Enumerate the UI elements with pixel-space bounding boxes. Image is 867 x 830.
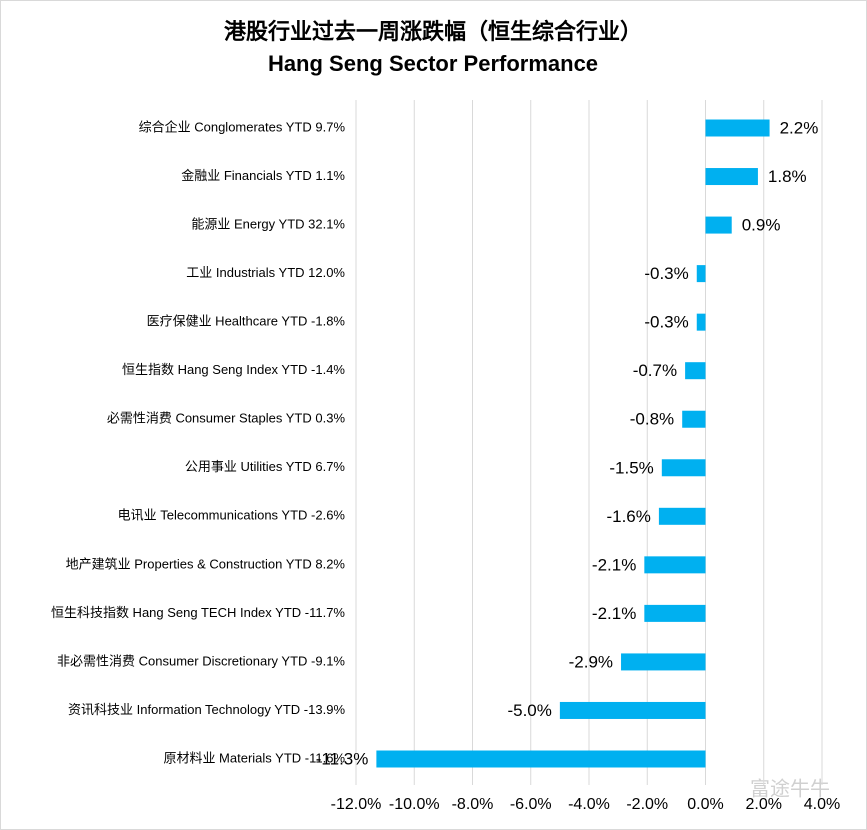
bar	[644, 556, 706, 574]
bar	[621, 653, 706, 671]
value-label: -0.3%	[644, 313, 688, 332]
value-label: -0.8%	[630, 410, 674, 429]
chart-subtitle: Hang Seng Sector Performance	[268, 51, 598, 76]
bar	[658, 507, 706, 525]
y-tick-label: 恒生指数 Hang Seng Index YTD -1.4%	[122, 362, 345, 377]
x-tick-label: 4.0%	[804, 796, 840, 813]
x-tick-label: -4.0%	[568, 796, 610, 813]
y-tick-label: 资讯科技业 Information Technology YTD -13.9%	[68, 702, 345, 717]
x-tick-label: -10.0%	[389, 796, 440, 813]
bar	[696, 265, 706, 283]
value-label: 0.9%	[742, 216, 781, 235]
value-label: -11.3%	[316, 749, 369, 768]
value-label: 2.2%	[780, 118, 819, 137]
y-tick-label: 综合企业 Conglomerates YTD 9.7%	[139, 119, 346, 134]
y-tick-label: 能源业 Energy YTD 32.1%	[191, 217, 345, 232]
value-label: -2.1%	[592, 555, 636, 574]
x-tick-label: 0.0%	[687, 796, 723, 813]
watermark: 富途牛牛	[750, 777, 830, 800]
bar	[661, 459, 706, 477]
x-tick-label: -2.0%	[626, 796, 668, 813]
value-label: -2.1%	[592, 604, 636, 623]
value-label: 1.8%	[768, 167, 807, 186]
x-tick-label: 2.0%	[746, 796, 782, 813]
bar	[696, 313, 706, 331]
value-label: -1.6%	[606, 507, 650, 526]
chart-title: 港股行业过去一周涨跌幅（恒生综合行业）	[224, 19, 642, 44]
x-tick-label: -12.0%	[331, 796, 382, 813]
value-label: -5.0%	[507, 701, 551, 720]
bar	[559, 701, 706, 719]
y-tick-label: 医疗保健业 Healthcare YTD -1.8%	[147, 314, 346, 329]
y-tick-label: 电讯业 Telecommunications YTD -2.6%	[118, 508, 346, 523]
bar	[705, 216, 732, 234]
y-tick-label: 工业 Industrials YTD 12.0%	[186, 265, 345, 280]
bar	[682, 410, 706, 428]
value-label: -0.7%	[633, 361, 677, 380]
value-label: -1.5%	[609, 458, 653, 477]
bar	[644, 604, 706, 622]
bar	[685, 362, 706, 380]
y-tick-label: 恒生科技指数 Hang Seng TECH Index YTD -11.7%	[51, 605, 345, 620]
bar	[705, 119, 770, 137]
bar	[705, 168, 758, 186]
x-tick-label: -8.0%	[452, 796, 494, 813]
y-tick-label: 必需性消费 Consumer Staples YTD 0.3%	[107, 411, 346, 426]
y-tick-label: 非必需性消费 Consumer Discretionary YTD -9.1%	[57, 653, 345, 668]
bar	[376, 750, 706, 768]
value-label: -2.9%	[569, 652, 613, 671]
x-tick-label: -6.0%	[510, 796, 552, 813]
value-label: -0.3%	[644, 264, 688, 283]
y-tick-label: 原材料业 Materials YTD -11.6%	[163, 750, 345, 765]
y-tick-label: 公用事业 Utilities YTD 6.7%	[185, 459, 346, 474]
y-tick-label: 金融业 Financials YTD 1.1%	[181, 168, 345, 183]
y-tick-label: 地产建筑业 Properties & Construction YTD 8.2%	[66, 556, 346, 571]
